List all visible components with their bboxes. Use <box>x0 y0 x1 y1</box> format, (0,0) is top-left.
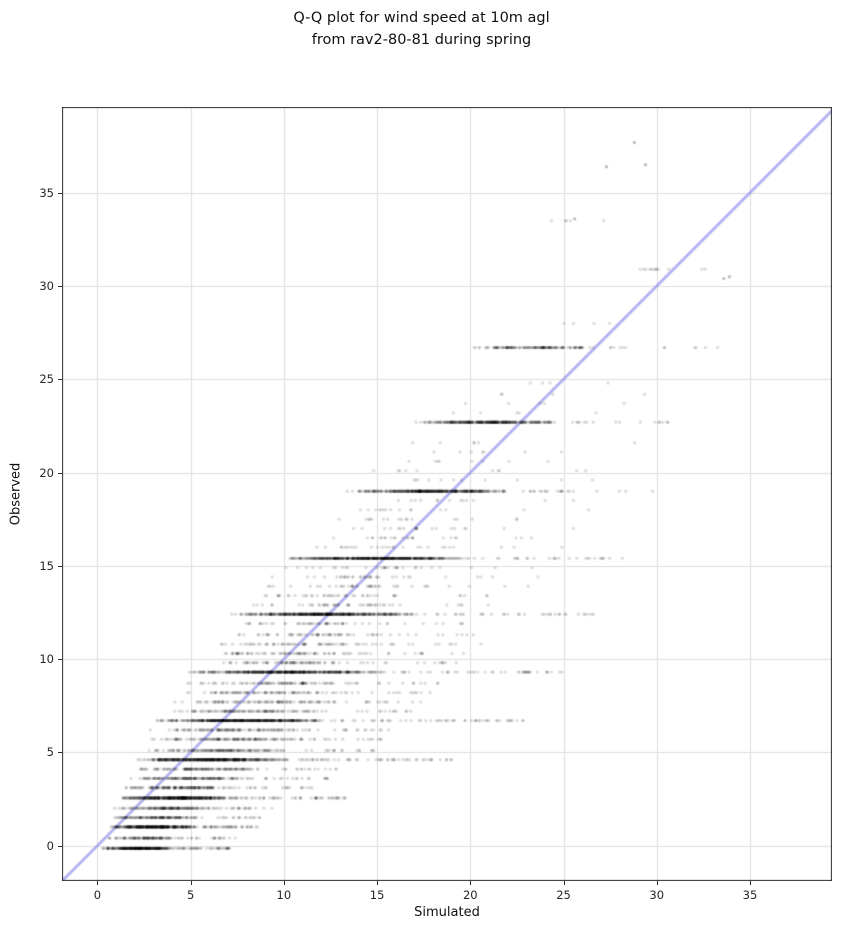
x-axis-label: Simulated <box>414 905 480 920</box>
x-tick-label: 5 <box>186 888 195 902</box>
y-tick-label: 10 <box>39 652 54 667</box>
x-tick-label: 35 <box>742 888 758 902</box>
x-tick-mark <box>97 881 98 885</box>
x-tick-label: 15 <box>369 888 385 902</box>
y-tick-label: 25 <box>39 372 54 387</box>
x-tick-label: 0 <box>93 888 102 902</box>
plot-area <box>62 107 832 881</box>
x-tick-mark <box>564 881 565 885</box>
y-tick-mark <box>58 752 62 753</box>
x-tick-label: 30 <box>649 888 665 902</box>
x-tick-mark <box>377 881 378 885</box>
y-tick-mark <box>58 286 62 287</box>
y-tick-mark <box>58 659 62 660</box>
y-tick-mark <box>58 566 62 567</box>
x-tick-label: 20 <box>462 888 478 902</box>
x-tick-mark <box>284 881 285 885</box>
x-tick-mark <box>470 881 471 885</box>
y-tick-mark <box>58 473 62 474</box>
y-tick-label: 35 <box>39 185 54 200</box>
y-tick-mark <box>58 379 62 380</box>
y-tick-mark <box>58 193 62 194</box>
x-tick-mark <box>191 881 192 885</box>
scatter-plot-canvas <box>62 107 832 881</box>
chart-title: Q-Q plot for wind speed at 10m agl from … <box>293 10 550 48</box>
x-tick-label: 25 <box>556 888 571 902</box>
y-tick-label: 0 <box>46 838 54 853</box>
y-axis-label: Observed <box>8 462 24 526</box>
x-tick-label: 10 <box>276 888 292 902</box>
y-tick-label: 5 <box>46 745 54 760</box>
y-tick-label: 20 <box>39 465 54 480</box>
y-tick-mark <box>58 846 62 847</box>
x-tick-mark <box>657 881 658 885</box>
y-tick-label: 15 <box>39 558 54 573</box>
y-tick-label: 30 <box>39 279 54 294</box>
x-tick-mark <box>750 881 751 885</box>
